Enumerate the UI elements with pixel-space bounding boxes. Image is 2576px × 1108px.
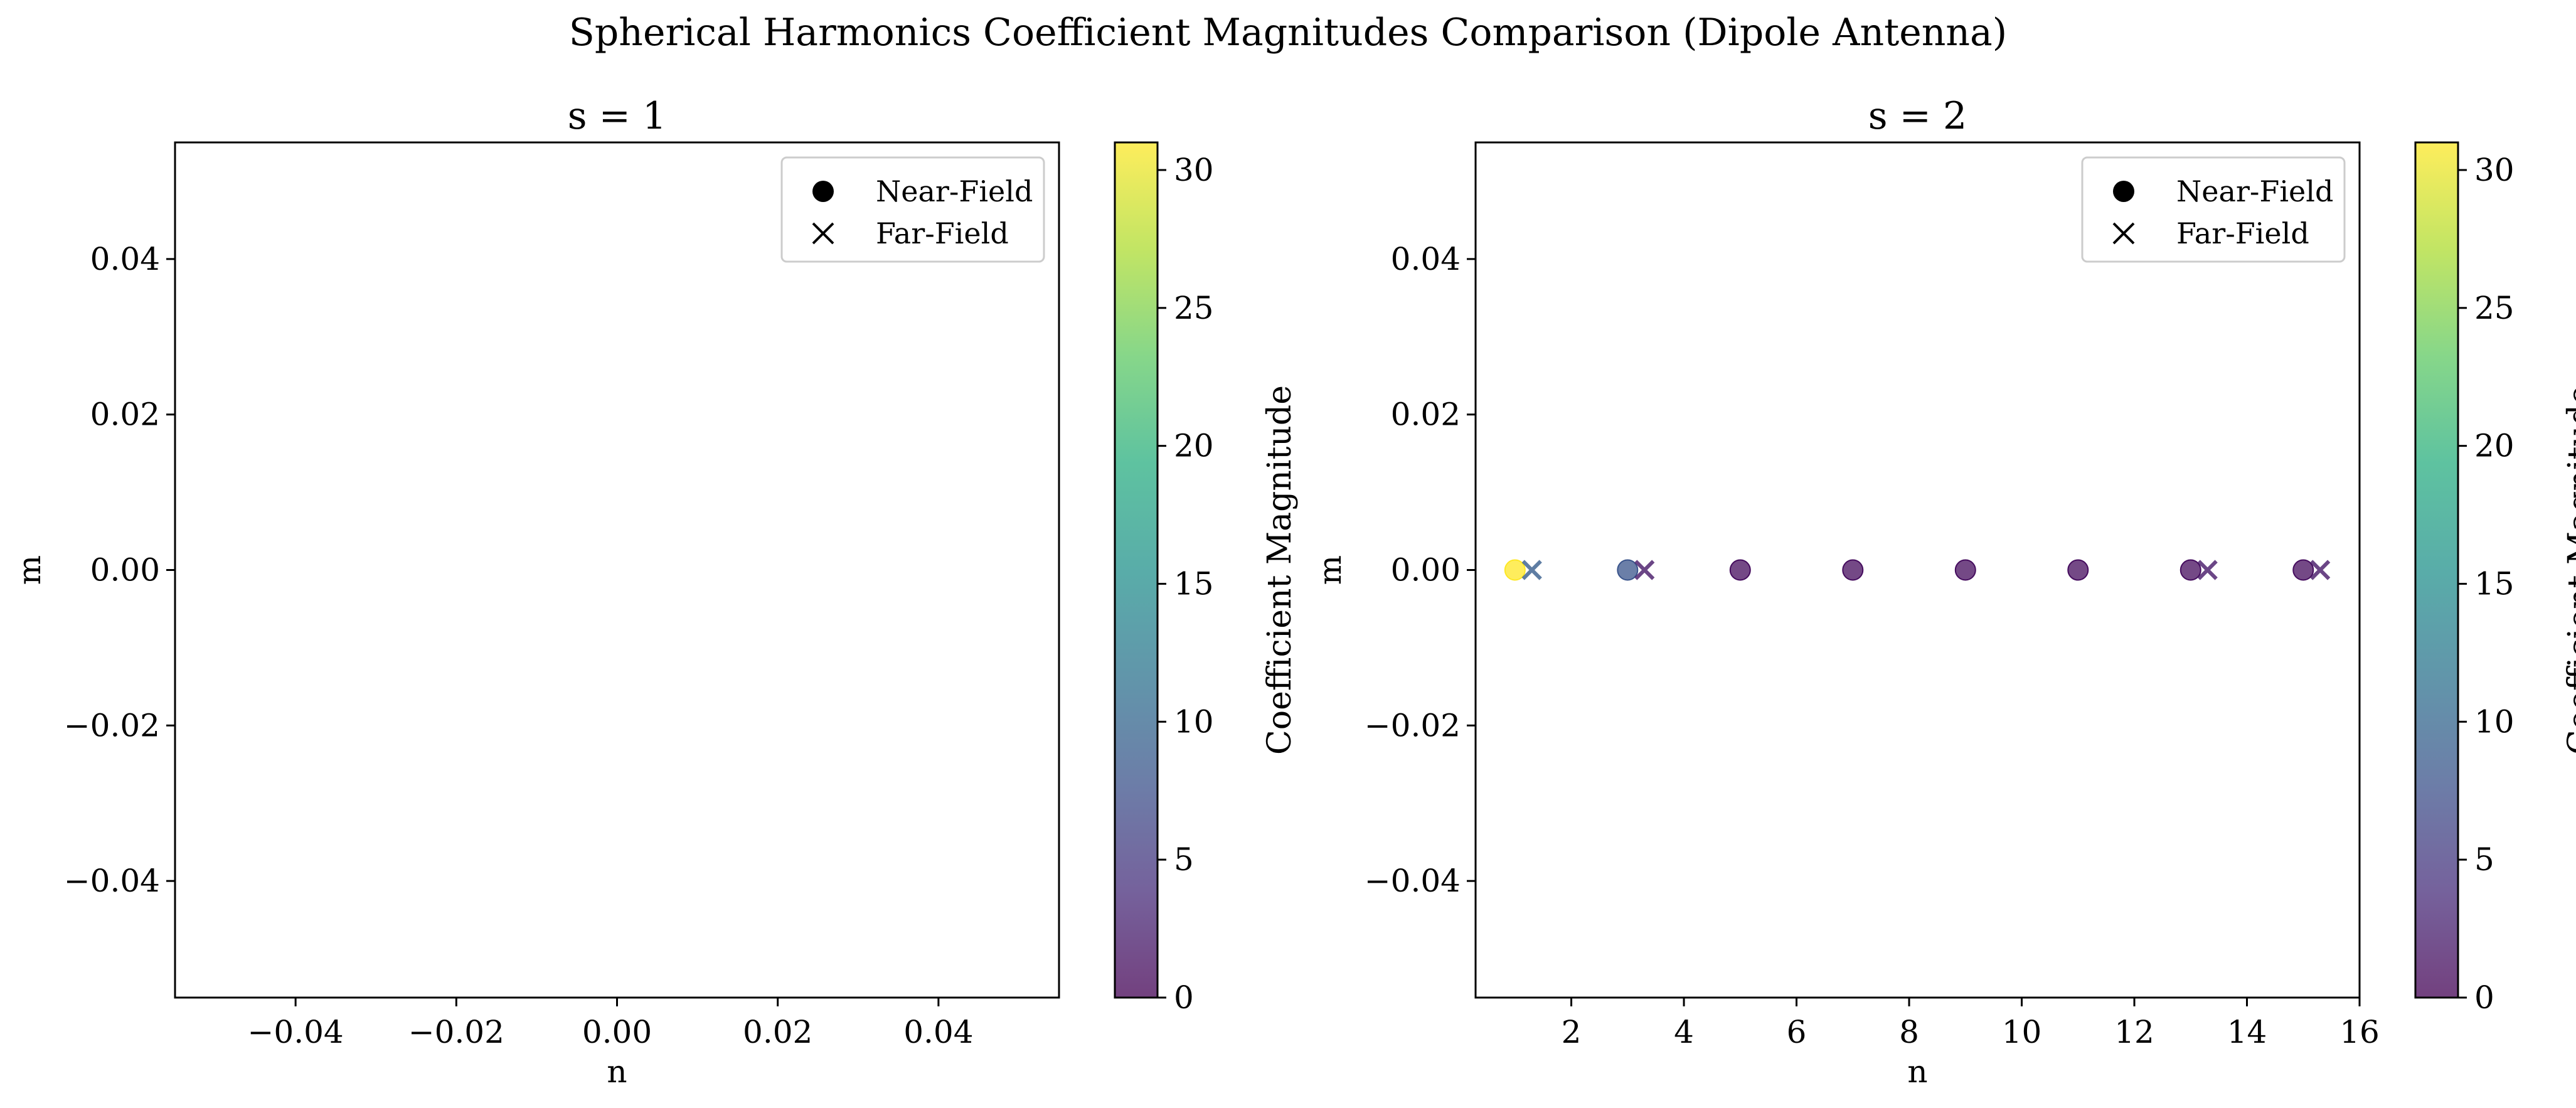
legend-label: Far-Field [2176, 216, 2309, 250]
x-tick-label: 14 [2227, 1014, 2267, 1050]
colorbar-gradient [2415, 142, 2458, 998]
colorbar-tick-label: 5 [1174, 841, 1194, 878]
legend-x-marker [812, 222, 834, 245]
x-tick-label: 6 [1787, 1014, 1807, 1050]
legend-frame [2081, 156, 2346, 263]
x-axis-label: n [1907, 1053, 1927, 1090]
far-field-point [2310, 560, 2331, 580]
legend: Near-Field Far-Field [2081, 156, 2346, 263]
y-axis-label: m [1312, 555, 1348, 585]
colorbar-frame [2414, 141, 2459, 999]
subplot-title: s = 2 [1868, 94, 1967, 138]
colorbar-frame [1114, 141, 1159, 999]
legend-label: Near-Field [876, 174, 1033, 208]
y-tick-label: −0.02 [1365, 707, 1461, 743]
x-tick-label: 0.02 [743, 1014, 812, 1050]
x-tick-label: 12 [2114, 1014, 2154, 1050]
y-tick-label: −0.04 [64, 863, 160, 899]
near-field-point [1842, 559, 1864, 581]
x-tick-label: 4 [1674, 1014, 1694, 1050]
colorbar-tick-label: 15 [2474, 565, 2515, 602]
colorbar-tick-label: 20 [1174, 428, 1214, 464]
legend-label: Near-Field [2176, 174, 2333, 208]
y-tick-label: 0.00 [90, 552, 160, 589]
x-tick-label: −0.02 [408, 1014, 504, 1050]
colorbar-label: Coefficient Magnitude [1261, 385, 1299, 755]
colorbar-tick-label: 0 [2474, 979, 2494, 1016]
colorbar-tick-label: 25 [1174, 290, 1214, 326]
x-tick-label: 2 [1562, 1014, 1582, 1050]
colorbar-tick-label: 25 [2474, 290, 2515, 326]
subplot-2: s = 2 2 4 6 8 10 12 14 16 −0.04 −0.02 0.00 0.02 0.04 n… [1312, 94, 2576, 1090]
x-tick-label: 16 [2339, 1014, 2380, 1050]
near-field-point [1729, 559, 1751, 581]
plot-area [1474, 141, 2361, 999]
legend-frame [780, 156, 1045, 263]
colorbar-tick-label: 10 [2474, 703, 2515, 740]
far-field-point [1521, 560, 1542, 580]
x-tick-label: 8 [1899, 1014, 1919, 1050]
subplot-1: s = 1 −0.04 −0.02 0.00 0.02 0.04 −0.04 −0.02 0.0… [11, 94, 1299, 1090]
colorbar-tick-label: 30 [1174, 152, 1214, 188]
y-tick-label: −0.04 [1365, 863, 1461, 899]
x-tick-label: −0.04 [248, 1014, 344, 1050]
legend-circle-marker [812, 181, 834, 202]
legend-circle-marker [2113, 181, 2134, 202]
colorbar-gradient [1115, 142, 1158, 998]
colorbar-tick-label: 20 [2474, 428, 2515, 464]
colorbar-tick-label: 10 [1174, 703, 1214, 740]
near-field-point [1504, 559, 1526, 581]
colorbar-label: Coefficient Magnitude [2562, 385, 2576, 755]
colorbar-tick-label: 15 [1174, 565, 1214, 602]
y-tick-label: 0.04 [1391, 241, 1461, 277]
colorbar-tick-label: 5 [2474, 841, 2494, 878]
colorbar: 0 5 10 15 20 25 30 Coefficient Magnitude [2414, 141, 2576, 1016]
plot-area [174, 141, 1060, 999]
y-tick-label: −0.02 [64, 707, 160, 743]
y-tick-label: 0.02 [1391, 397, 1461, 433]
y-tick-label: 0.02 [90, 397, 160, 433]
x-tick-label: 10 [2002, 1014, 2042, 1050]
y-axis-label: m [11, 555, 48, 585]
figure-title: Spherical Harmonics Coefficient Magnitud… [569, 11, 2007, 55]
colorbar: 0 5 10 15 20 25 30 Coefficient Magnitude [1114, 141, 1299, 1016]
near-field-point [2067, 559, 2089, 581]
colorbar-tick-label: 30 [2474, 152, 2515, 188]
near-field-point [1617, 559, 1639, 581]
x-axis-label: n [607, 1053, 627, 1090]
legend-label: Far-Field [876, 216, 1009, 250]
colorbar-tick-label: 0 [1174, 979, 1194, 1016]
x-tick-label: 0.00 [582, 1014, 652, 1050]
legend: Near-Field Far-Field [780, 156, 1045, 263]
near-field-point [2292, 559, 2314, 581]
near-field-point [1954, 559, 1976, 581]
legend-x-marker [2112, 222, 2135, 245]
far-field-point [1634, 560, 1655, 580]
x-tick-label: 0.04 [903, 1014, 973, 1050]
near-field-point [2179, 559, 2201, 581]
y-tick-label: 0.04 [90, 241, 160, 277]
y-tick-label: 0.00 [1391, 552, 1461, 589]
far-field-point [2197, 560, 2218, 580]
subplot-title: s = 1 [568, 94, 666, 138]
